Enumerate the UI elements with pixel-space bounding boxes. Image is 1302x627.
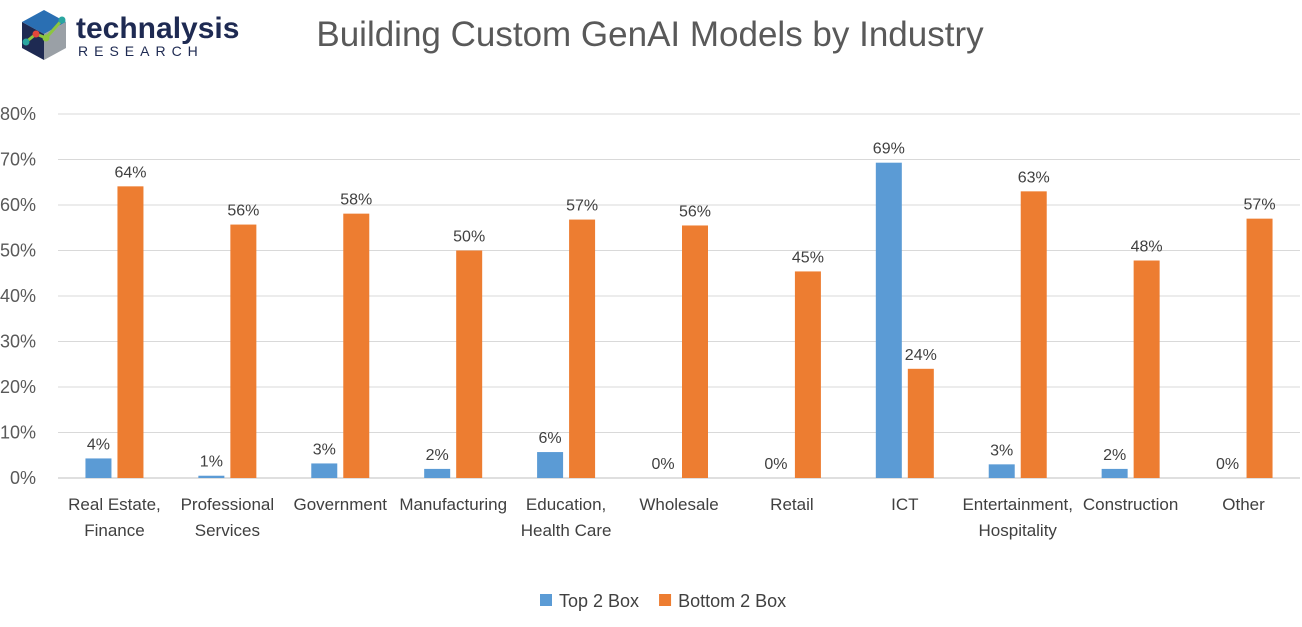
category-label: Real Estate, — [68, 495, 161, 514]
logo-wordmark: technalysis — [76, 12, 239, 45]
category-label: Hospitality — [979, 521, 1058, 540]
bar-bottom-2-box — [456, 250, 483, 478]
data-label: 4% — [87, 436, 110, 453]
data-label: 56% — [679, 203, 711, 220]
y-tick-label: 20% — [0, 377, 36, 397]
bar-top-2-box — [198, 475, 225, 478]
category-label: Manufacturing — [399, 495, 507, 514]
category-label: Services — [195, 521, 260, 540]
y-tick-label: 80% — [0, 104, 36, 124]
bar-bottom-2-box — [1133, 260, 1160, 478]
technalysis-logo: technalysis RESEARCH — [22, 10, 239, 60]
logo-cube-icon — [22, 10, 66, 60]
y-tick-label: 60% — [0, 195, 36, 215]
legend: Top 2 Box Bottom 2 Box — [540, 591, 786, 611]
data-label: 69% — [873, 141, 905, 158]
data-label: 56% — [227, 203, 259, 220]
y-tick-label: 70% — [0, 150, 36, 170]
data-label: 64% — [114, 164, 146, 181]
category-label: Finance — [84, 521, 144, 540]
bar-top-2-box — [875, 162, 902, 478]
data-label: 63% — [1018, 169, 1050, 186]
y-tick-label: 10% — [0, 423, 36, 443]
category-label: ICT — [891, 495, 918, 514]
data-label: 45% — [792, 249, 824, 266]
bar-top-2-box — [537, 452, 564, 478]
bar-bottom-2-box — [1246, 218, 1273, 478]
data-label: 2% — [426, 447, 449, 464]
bar-top-2-box — [85, 458, 112, 478]
category-label: Wholesale — [639, 495, 718, 514]
y-tick-label: 50% — [0, 241, 36, 261]
data-label: 3% — [990, 442, 1013, 459]
bar-bottom-2-box — [1020, 191, 1047, 478]
data-label: 0% — [764, 456, 787, 473]
category-label: Health Care — [521, 521, 612, 540]
legend-swatch-top-2-box — [540, 594, 552, 606]
bar-bottom-2-box — [907, 368, 934, 478]
legend-label: Top 2 Box — [559, 591, 639, 611]
bar-bottom-2-box — [343, 213, 370, 478]
bar-bottom-2-box — [117, 186, 144, 478]
category-label: Other — [1222, 495, 1265, 514]
data-label: 3% — [313, 441, 336, 458]
data-label: 1% — [200, 454, 223, 471]
bar-bottom-2-box — [682, 225, 708, 478]
data-label: 6% — [539, 430, 562, 447]
bar-bottom-2-box — [230, 224, 257, 478]
bar-bottom-2-box — [569, 219, 596, 478]
chart-title: Building Custom GenAI Models by Industry — [316, 15, 984, 54]
category-label: Entertainment, — [962, 495, 1073, 514]
data-label: 0% — [1216, 456, 1239, 473]
y-tick-label: 30% — [0, 332, 36, 352]
y-tick-label: 40% — [0, 286, 36, 306]
data-label: 24% — [905, 347, 937, 364]
category-label: Education, — [526, 495, 606, 514]
legend-swatch-bottom-2-box — [659, 594, 672, 606]
bar-top-2-box — [988, 464, 1015, 478]
category-label: Construction — [1083, 495, 1178, 514]
data-label: 48% — [1131, 239, 1163, 256]
y-tick-label: 0% — [10, 468, 36, 488]
category-label: Retail — [770, 495, 813, 514]
data-label: 57% — [1244, 197, 1276, 214]
category-label: Professional — [181, 495, 275, 514]
data-label: 2% — [1103, 447, 1126, 464]
legend-label: Bottom 2 Box — [678, 591, 786, 611]
bar-top-2-box — [311, 463, 338, 478]
data-label: 58% — [340, 192, 372, 209]
bar-top-2-box — [424, 468, 451, 478]
bar-top-2-box — [1101, 468, 1128, 478]
logo-subtitle: RESEARCH — [78, 43, 204, 59]
data-label: 57% — [566, 198, 598, 215]
data-label: 0% — [651, 456, 674, 473]
data-label: 50% — [453, 229, 485, 246]
category-label: Government — [293, 495, 387, 514]
bar-bottom-2-box — [794, 271, 821, 478]
